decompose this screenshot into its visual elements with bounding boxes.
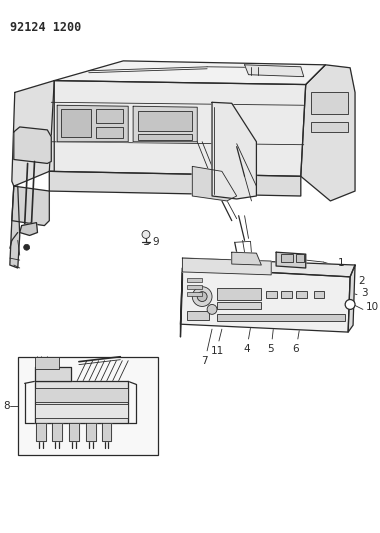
- Bar: [187, 311, 209, 320]
- Polygon shape: [348, 265, 355, 332]
- Polygon shape: [301, 65, 355, 201]
- Polygon shape: [49, 80, 306, 176]
- Polygon shape: [49, 171, 301, 196]
- Text: 6: 6: [293, 344, 299, 354]
- Circle shape: [197, 292, 207, 302]
- Polygon shape: [133, 106, 197, 142]
- Bar: [217, 314, 345, 321]
- Text: 10: 10: [366, 302, 379, 312]
- Bar: [35, 404, 128, 418]
- Bar: [35, 389, 128, 402]
- Polygon shape: [245, 65, 304, 77]
- Bar: [296, 254, 304, 262]
- Polygon shape: [52, 423, 62, 441]
- Polygon shape: [182, 258, 271, 275]
- Bar: [296, 290, 307, 297]
- Bar: [266, 290, 277, 297]
- Polygon shape: [180, 268, 350, 332]
- Bar: [217, 302, 261, 309]
- Polygon shape: [276, 252, 306, 268]
- Bar: [217, 288, 261, 300]
- Bar: [281, 254, 293, 262]
- Text: 8: 8: [3, 401, 10, 411]
- Polygon shape: [69, 423, 79, 441]
- Bar: [61, 109, 91, 137]
- Bar: [96, 109, 123, 123]
- Bar: [138, 111, 192, 131]
- Text: 5: 5: [267, 344, 274, 354]
- Text: 92124 1200: 92124 1200: [10, 21, 81, 35]
- Polygon shape: [35, 367, 71, 382]
- Text: 2: 2: [358, 276, 365, 286]
- Circle shape: [207, 304, 217, 314]
- Polygon shape: [35, 382, 128, 423]
- Text: 4: 4: [243, 344, 250, 354]
- Polygon shape: [12, 80, 54, 186]
- Bar: [138, 134, 192, 140]
- Bar: [281, 290, 292, 297]
- Polygon shape: [182, 258, 355, 277]
- Circle shape: [24, 244, 30, 250]
- Circle shape: [192, 287, 212, 306]
- Bar: [311, 92, 348, 114]
- Bar: [96, 127, 123, 138]
- Polygon shape: [36, 423, 46, 441]
- Polygon shape: [10, 186, 20, 268]
- Bar: [187, 285, 202, 289]
- Polygon shape: [20, 223, 38, 236]
- Text: 11: 11: [211, 346, 223, 356]
- Text: 7: 7: [201, 356, 207, 366]
- Circle shape: [345, 300, 355, 309]
- Bar: [18, 357, 158, 455]
- Bar: [35, 357, 59, 369]
- Polygon shape: [54, 61, 325, 85]
- Polygon shape: [180, 268, 182, 337]
- Polygon shape: [101, 423, 111, 441]
- Bar: [314, 290, 325, 297]
- Bar: [311, 122, 348, 132]
- Polygon shape: [86, 423, 96, 441]
- Polygon shape: [232, 252, 261, 265]
- Polygon shape: [57, 105, 128, 142]
- Polygon shape: [192, 166, 237, 201]
- Bar: [187, 278, 202, 282]
- Text: 3: 3: [361, 288, 367, 297]
- Circle shape: [142, 230, 150, 238]
- Polygon shape: [12, 186, 49, 225]
- Polygon shape: [14, 127, 51, 164]
- Polygon shape: [212, 102, 256, 199]
- Bar: [187, 292, 202, 296]
- Text: 9: 9: [153, 237, 160, 247]
- Text: 1: 1: [338, 258, 345, 268]
